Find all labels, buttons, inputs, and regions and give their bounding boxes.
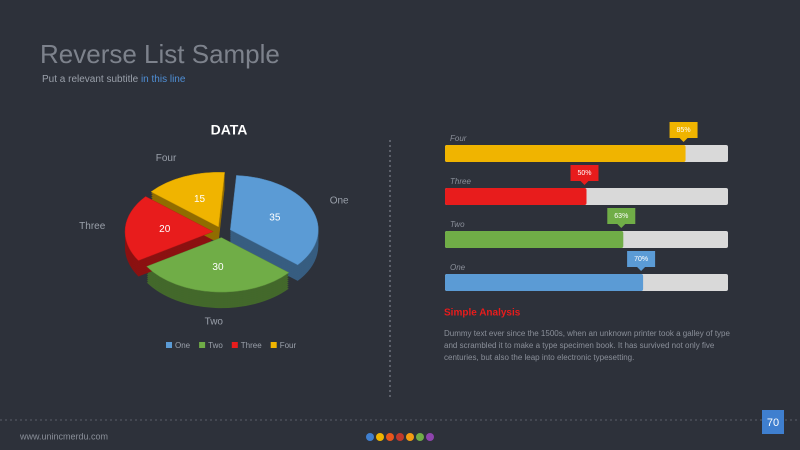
bar-tooltip-pointer (580, 181, 589, 185)
subtitle-highlight: in this line (141, 74, 186, 85)
legend-label: Two (208, 341, 223, 350)
bar-tooltip-pointer (679, 138, 688, 142)
bar (445, 188, 587, 205)
slice-value: 20 (159, 224, 171, 235)
slice-label: One (330, 195, 349, 206)
legend-swatch (166, 342, 172, 348)
analysis-heading: Simple Analysis (444, 308, 521, 319)
legend-swatch (231, 342, 238, 348)
bar-label: Four (450, 134, 467, 143)
bar-value-label: 50% (577, 170, 591, 177)
footer-dots (366, 433, 434, 441)
bar (445, 145, 686, 162)
bar-tooltip (627, 251, 656, 267)
slice (150, 172, 225, 228)
bar-tooltip (607, 208, 636, 224)
page-number: 70 (767, 417, 779, 429)
bar-value-label: 70% (634, 256, 648, 263)
slice-value: 15 (194, 194, 206, 205)
legend-label: One (175, 341, 191, 350)
dot (406, 433, 414, 441)
dot (386, 433, 394, 441)
page-badge (762, 410, 784, 434)
slice-label: Two (205, 317, 224, 328)
bar-value-label: 63% (614, 213, 628, 220)
pie-title: DATA (211, 122, 248, 138)
legend-label: Three (241, 341, 262, 350)
slice-value: 35 (269, 213, 281, 224)
subtitle-text: Put a relevant subtitle (42, 74, 141, 85)
bar-tooltip (669, 122, 698, 138)
bar-tooltip-pointer (637, 267, 646, 271)
legend-swatch (270, 342, 277, 348)
legend-label: Four (280, 341, 297, 350)
legend-swatch (199, 342, 206, 348)
subtitle: Put a relevant subtitle in this line (42, 74, 186, 85)
dot (416, 433, 424, 441)
footer-url: www.unincmerdu.com (19, 431, 108, 441)
bar-value-label: 85% (677, 127, 691, 134)
slice (146, 237, 290, 293)
bar (445, 231, 624, 248)
dot (426, 433, 434, 441)
slice (230, 175, 319, 266)
slice-value: 30 (212, 262, 224, 273)
slice (124, 196, 214, 261)
dot (396, 433, 404, 441)
dot (376, 433, 384, 441)
bar-tooltip-pointer (617, 224, 626, 228)
bar (445, 274, 644, 291)
bar-tooltip (570, 165, 599, 181)
dot (366, 433, 374, 441)
bar-label: Three (450, 177, 471, 186)
bar-label: Two (450, 220, 465, 229)
slice-label: Four (156, 153, 177, 164)
bar-label: One (450, 263, 466, 272)
slice-label: Three (79, 221, 106, 232)
slide-title: Reverse List Sample (40, 39, 280, 69)
analysis-body: Dummy text ever since the 1500s, when an… (444, 329, 730, 362)
